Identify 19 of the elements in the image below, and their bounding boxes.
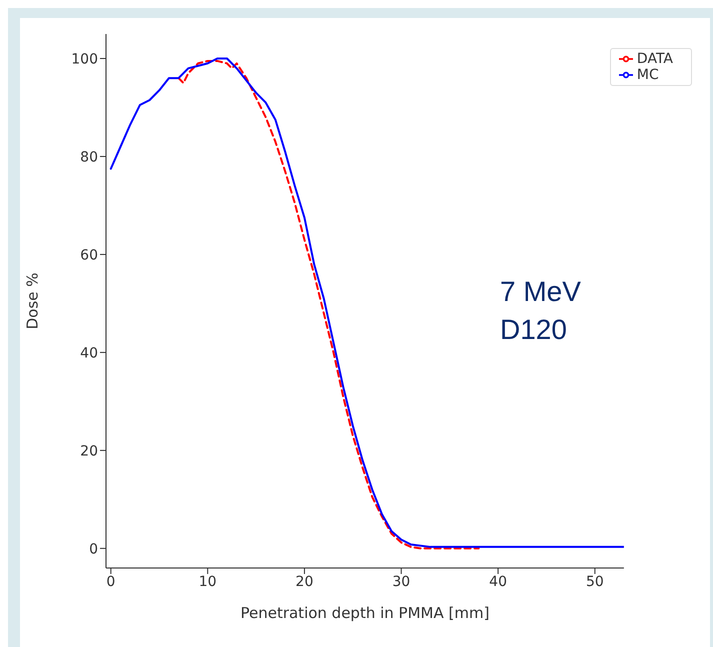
y-tick-label: 100 bbox=[71, 51, 98, 68]
y-tick-label: 80 bbox=[80, 149, 98, 166]
y-tick-label: 60 bbox=[80, 247, 98, 264]
x-tick-label: 50 bbox=[586, 574, 604, 590]
x-tick-label: 20 bbox=[296, 574, 314, 590]
annotation: 7 MeV D120 bbox=[500, 275, 581, 347]
y-tick-label: 20 bbox=[80, 443, 98, 460]
x-axis-title: Penetration depth in PMMA [mm] bbox=[240, 604, 490, 622]
x-tick-label: 30 bbox=[392, 574, 410, 590]
x-tick-label: 40 bbox=[489, 574, 507, 590]
x-tick-label: 0 bbox=[106, 574, 116, 590]
x-tick-label: 10 bbox=[198, 574, 217, 590]
line-series bbox=[178, 60, 480, 550]
line-series bbox=[110, 57, 624, 548]
legend-label: MC bbox=[636, 67, 659, 83]
legend-label: DATA bbox=[636, 51, 673, 67]
y-tick-label: 0 bbox=[89, 541, 98, 558]
y-axis-title: Dose % bbox=[23, 272, 42, 330]
y-tick-label: 40 bbox=[80, 345, 98, 362]
